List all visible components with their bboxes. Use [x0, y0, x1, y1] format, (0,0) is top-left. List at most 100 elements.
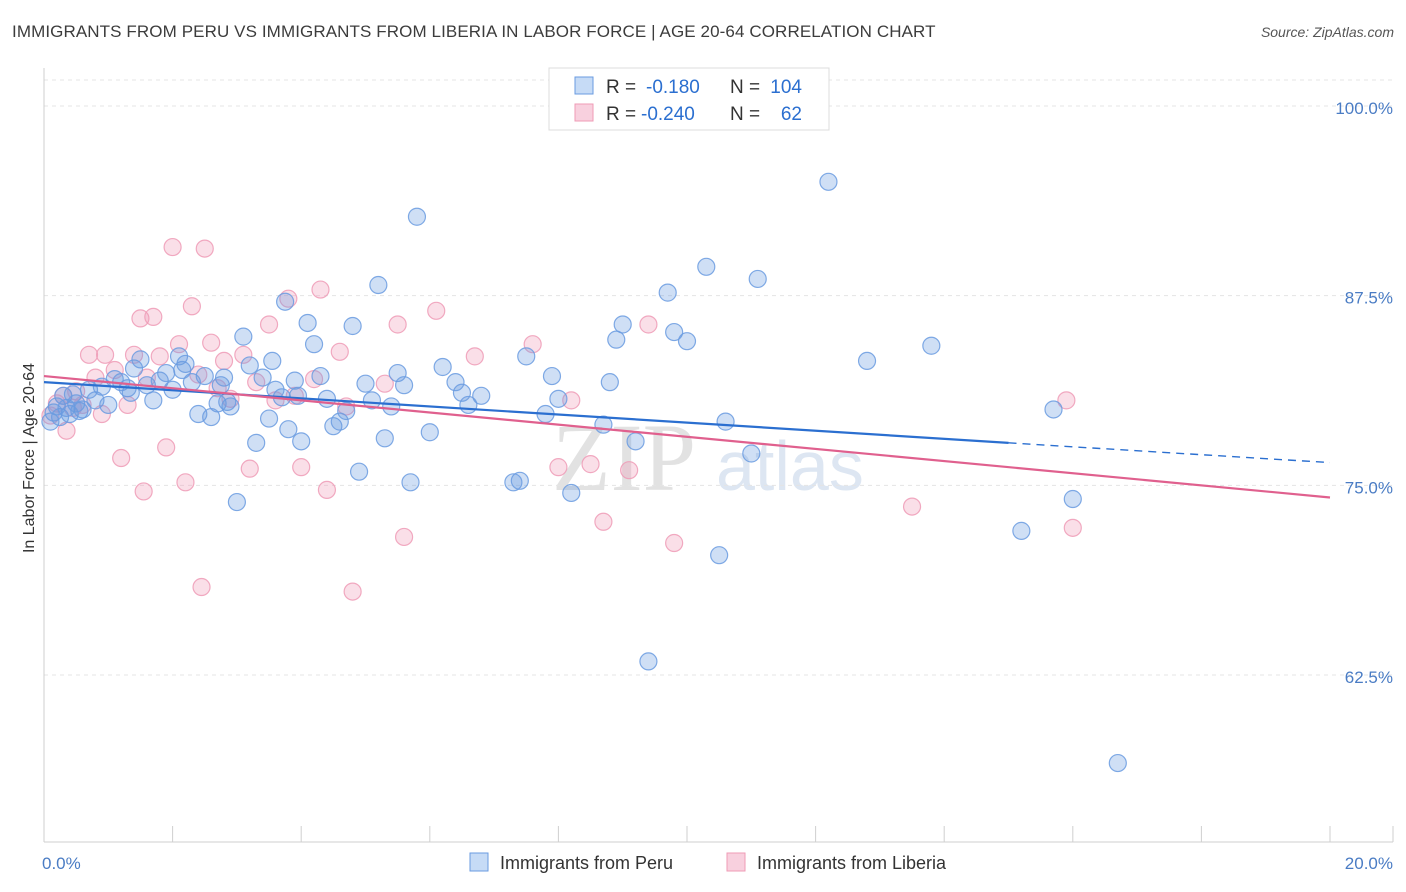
- peru-point: [626, 432, 645, 451]
- liberia-point: [330, 342, 349, 361]
- peru-point: [819, 172, 838, 191]
- peru-point: [420, 423, 439, 442]
- liberia-point: [95, 345, 115, 364]
- peru-point: [658, 283, 677, 302]
- y-tick-label-3: 62.5%: [1345, 668, 1393, 687]
- peru-point: [504, 473, 523, 492]
- liberia-point: [594, 512, 613, 531]
- liberia-point: [549, 458, 568, 477]
- peru-point: [214, 368, 234, 387]
- peru-point: [613, 315, 632, 334]
- y-tick-label-2: 75.0%: [1345, 478, 1393, 497]
- liberia-point: [150, 347, 169, 366]
- peru-point: [311, 366, 330, 386]
- legend-r-value-peru: -0.180: [646, 77, 700, 98]
- bottom-legend: Immigrants from Peru Immigrants from Lib…: [469, 852, 947, 873]
- peru-point: [304, 335, 324, 354]
- peru-point: [369, 275, 388, 295]
- liberia-point: [163, 237, 182, 257]
- liberia-point: [394, 527, 414, 547]
- x-tick-label-max: 20.0%: [1345, 854, 1393, 873]
- peru-point: [394, 376, 414, 395]
- liberia-point: [465, 347, 484, 366]
- peru-point: [1012, 521, 1031, 540]
- liberia-point: [620, 461, 639, 480]
- liberia-point: [375, 374, 394, 393]
- liberia-point: [214, 351, 234, 371]
- peru-point: [288, 386, 308, 405]
- bottom-legend-swatch-liberia: [726, 852, 746, 872]
- liberia-point: [157, 438, 176, 457]
- peru-point: [549, 389, 568, 408]
- liberia-point: [192, 577, 211, 597]
- peru-point: [607, 330, 626, 349]
- legend-frame: [548, 67, 830, 131]
- liberia-point: [639, 315, 658, 334]
- liberia-point: [1057, 391, 1076, 410]
- legend-r-label-liberia: R =: [606, 104, 636, 125]
- liberia-point: [343, 582, 362, 601]
- source-credit: Source: ZipAtlas.com: [1260, 24, 1394, 40]
- legend-box: R = -0.180 N = 104 R = -0.240 N = 62: [548, 67, 830, 131]
- liberia-point: [902, 497, 922, 516]
- peru-point: [144, 391, 163, 410]
- legend-n-value-peru: 104: [770, 77, 802, 98]
- gridlines: [44, 79, 1393, 676]
- peru-trend-line-projection: [1008, 442, 1331, 464]
- liberia-point: [182, 297, 201, 316]
- peru-point: [716, 412, 735, 431]
- axes: [43, 68, 1393, 843]
- liberia-point: [134, 482, 153, 501]
- peru-point: [710, 546, 729, 565]
- liberia-point: [259, 315, 279, 334]
- peru-point: [298, 313, 317, 333]
- peru-point: [356, 374, 375, 393]
- peru-point: [382, 397, 401, 416]
- peru-point: [337, 401, 356, 421]
- peru-point: [221, 397, 240, 416]
- peru-point: [1063, 489, 1082, 509]
- peru-point: [857, 351, 877, 371]
- peru-point: [227, 492, 246, 512]
- peru-point: [330, 412, 349, 431]
- peru-point: [510, 471, 529, 490]
- peru-point: [517, 347, 536, 366]
- peru-point: [70, 401, 89, 421]
- trend-lines: [43, 374, 1331, 499]
- liberia-point: [665, 533, 684, 553]
- peru-point: [343, 316, 362, 336]
- peru-point: [131, 350, 150, 369]
- liberia-trend-line: [43, 374, 1331, 499]
- liberia-point: [79, 345, 99, 364]
- peru-point: [748, 269, 767, 289]
- peru-point: [240, 356, 259, 375]
- liberia-point: [581, 455, 600, 474]
- liberia-point: [1063, 518, 1082, 537]
- peru-point: [1108, 753, 1127, 773]
- peru-point: [742, 444, 761, 463]
- liberia-point: [112, 448, 131, 468]
- y-tick-label-0: 100.0%: [1335, 99, 1393, 118]
- liberia-point: [202, 333, 221, 352]
- liberia-point: [240, 459, 259, 478]
- peru-point: [195, 366, 214, 386]
- peru-point: [349, 462, 369, 481]
- liberia-point: [279, 289, 298, 308]
- peru-point: [276, 292, 295, 311]
- x-ticks: [43, 826, 1394, 842]
- bottom-legend-label-peru: Immigrants from Peru: [500, 853, 673, 873]
- peru-point: [433, 357, 452, 377]
- peru-point: [99, 395, 118, 415]
- liberia-point: [234, 345, 253, 364]
- peru-point: [375, 429, 394, 448]
- liberia-point: [144, 307, 163, 326]
- peru-point: [292, 432, 311, 451]
- peru-point: [562, 483, 581, 503]
- y-tick-label-1: 87.5%: [1345, 289, 1393, 308]
- x-tick-label-min: 0.0%: [42, 854, 81, 873]
- legend-n-label-liberia: N =: [730, 104, 760, 125]
- legend-swatch-liberia: [574, 103, 594, 122]
- peru-point: [922, 336, 941, 355]
- peru-point: [157, 363, 176, 383]
- peru-point: [259, 409, 279, 428]
